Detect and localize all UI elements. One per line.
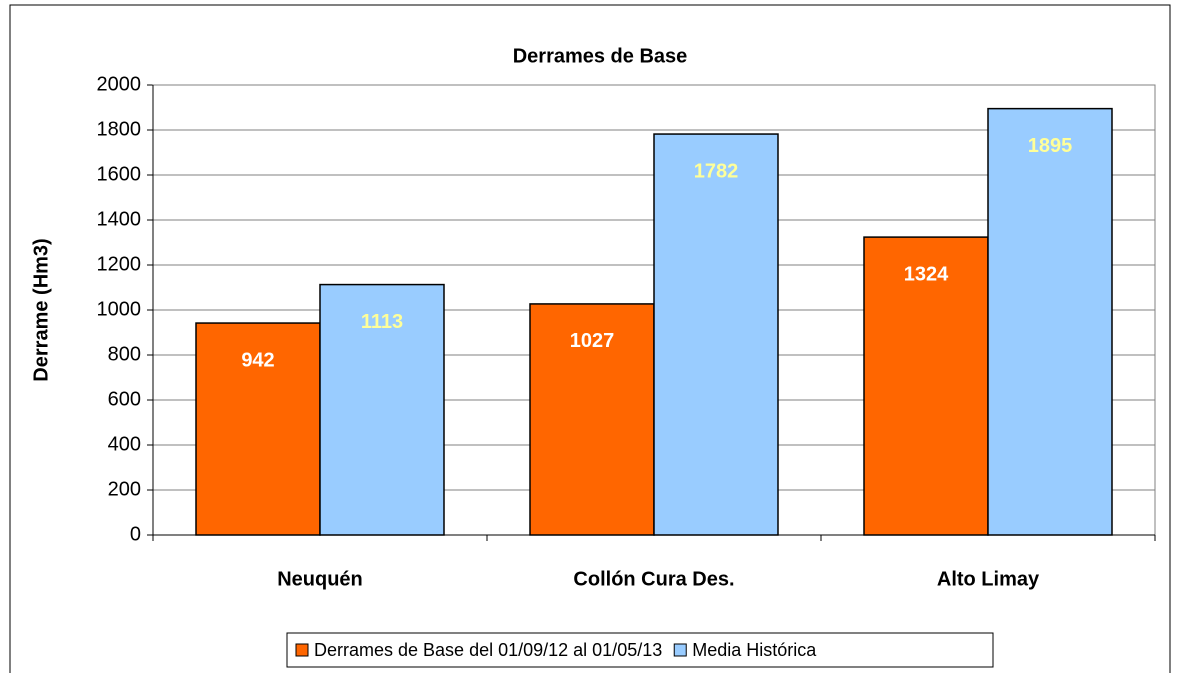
y-axis-label: Derrame (Hm3) <box>30 238 52 381</box>
bar <box>529 303 655 536</box>
y-tick-label: 1600 <box>97 163 142 185</box>
bar <box>195 322 321 536</box>
chart-title: Derrames de Base <box>513 45 688 67</box>
legend-swatch <box>295 643 309 657</box>
y-tick-label: 1000 <box>97 298 142 320</box>
y-tick-label: 200 <box>108 478 141 500</box>
bar <box>987 107 1113 536</box>
legend-swatch <box>673 643 687 657</box>
data-label: 1895 <box>1028 135 1073 157</box>
bar <box>319 283 445 536</box>
data-label: 1324 <box>904 263 949 285</box>
bar <box>653 133 779 536</box>
y-tick-label: 600 <box>108 388 141 410</box>
x-tick-label: Collón Cura Des. <box>573 568 734 590</box>
y-tick-label: 0 <box>130 523 141 545</box>
data-label: 1113 <box>361 311 403 333</box>
y-tick-label: 1800 <box>97 118 142 140</box>
chart-frame <box>9 4 1171 673</box>
data-label: 942 <box>241 349 274 371</box>
y-tick-label: 1400 <box>97 208 142 230</box>
y-tick-label: 1200 <box>97 253 142 275</box>
x-tick-label: Neuquén <box>277 568 363 590</box>
legend-label: Derrames de Base del 01/09/12 al 01/05/1… <box>314 640 662 660</box>
y-tick-label: 2000 <box>97 73 142 95</box>
legend-box <box>286 632 994 668</box>
data-label: 1027 <box>570 330 615 352</box>
y-tick-label: 800 <box>108 343 141 365</box>
legend-label: Media Histórica <box>692 640 817 660</box>
x-tick-label: Alto Limay <box>937 568 1040 590</box>
y-tick-label: 400 <box>108 433 141 455</box>
data-label: 1782 <box>694 160 739 182</box>
